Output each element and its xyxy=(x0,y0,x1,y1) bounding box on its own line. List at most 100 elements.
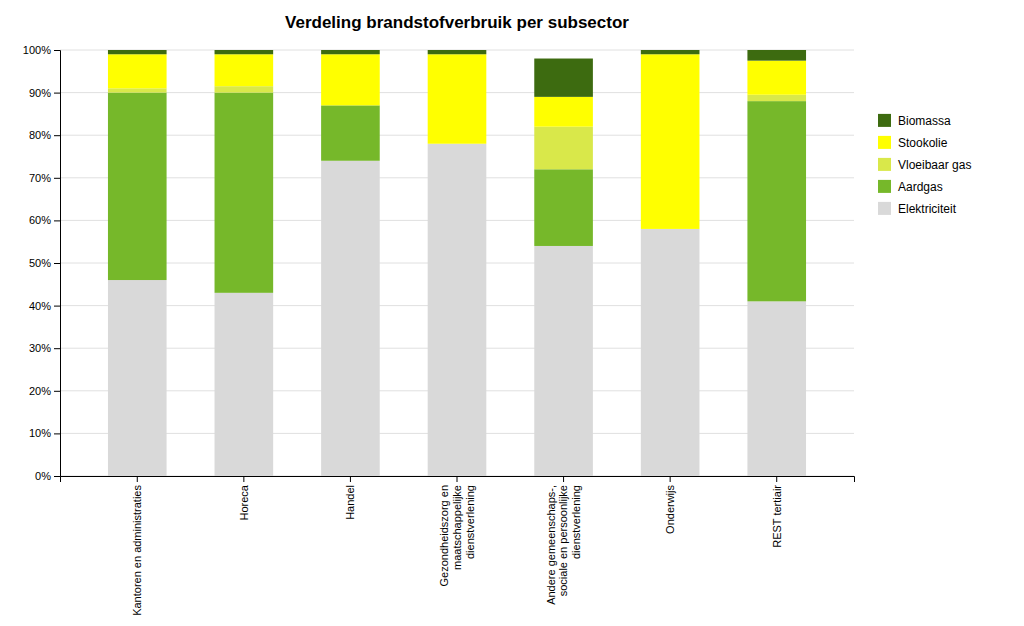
y-tick-mark xyxy=(54,476,60,477)
y-tick: 0% xyxy=(35,470,60,482)
series xyxy=(108,50,806,97)
x-tick-mark xyxy=(243,476,244,482)
x-tick-label-line: sociale en persoonlijke xyxy=(557,485,569,596)
y-tick: 20% xyxy=(29,385,60,397)
x-tick-mark xyxy=(137,476,138,482)
x-tick-mark xyxy=(350,476,351,482)
y-axis: 0% 10% 20% 30% 40% 50% 60% 70% 80% 90% 100% xyxy=(23,44,61,482)
series xyxy=(108,54,806,229)
legend: Biomassa Stookolie Vloeibaar gas Aardgas Ele… xyxy=(878,114,971,216)
legend-swatch xyxy=(878,202,891,215)
plot: 0% 10% 20% 30% 40% 50% 60% 70% 80% 90% 100% Kantore… xyxy=(23,44,855,616)
bar xyxy=(321,54,380,105)
y-tick-label: 60% xyxy=(29,214,51,226)
bar xyxy=(428,144,487,476)
y-tick-mark xyxy=(54,135,60,136)
bar xyxy=(641,229,700,476)
bar xyxy=(534,127,593,170)
x-tick-mark xyxy=(563,476,564,482)
title: Verdeling brandstofverbruik per subsecto… xyxy=(285,13,629,32)
y-tick: 10% xyxy=(29,427,60,439)
bar xyxy=(428,50,487,54)
legend-item: Aardgas xyxy=(878,180,943,194)
bar xyxy=(215,50,274,54)
x-tick-label-line: Kantoren en administraties xyxy=(131,485,143,616)
legend-swatch xyxy=(878,136,891,149)
legend-item: Biomassa xyxy=(878,114,951,128)
x-tick-label: Gezondheidszorg enmaatschappelijkedienst… xyxy=(438,485,475,587)
y-tick: 50% xyxy=(29,257,60,269)
x-tick: Andere gemeenschaps-,sociale en persoonl… xyxy=(545,476,582,605)
y-tick-label: 70% xyxy=(29,172,51,184)
bar xyxy=(108,93,167,280)
y-tick-mark xyxy=(54,306,60,307)
legend-swatch xyxy=(878,114,891,127)
y-tick: 40% xyxy=(29,300,60,312)
bar xyxy=(534,246,593,476)
y-axis-line xyxy=(54,51,61,477)
y-tick-mark xyxy=(54,220,60,221)
bar xyxy=(641,50,700,54)
chart: Verdeling brandstofverbruik per subsecto… xyxy=(0,0,1024,626)
y-tick: 80% xyxy=(29,129,60,141)
x-tick: Gezondheidszorg enmaatschappelijkedienst… xyxy=(438,476,475,587)
x-tick-label: Kantoren en administraties xyxy=(131,485,143,616)
bar xyxy=(747,50,806,61)
x-tick-label-line: dienstverlening xyxy=(570,485,582,559)
bar xyxy=(215,86,274,92)
bar xyxy=(641,54,700,229)
y-tick: 100% xyxy=(23,44,60,56)
bar xyxy=(108,50,167,54)
bar xyxy=(747,61,806,95)
y-tick-mark xyxy=(54,178,60,179)
y-tick-label: 10% xyxy=(29,427,51,439)
x-tick-label: REST tertiair xyxy=(771,485,783,548)
legend-label: Aardgas xyxy=(898,180,943,194)
bar xyxy=(428,54,487,143)
legend-label: Stookolie xyxy=(898,136,948,150)
bar xyxy=(108,88,167,92)
x-tick-mark xyxy=(670,476,671,482)
y-tick: 90% xyxy=(29,87,60,99)
x-tick-label-line: dienstverlening xyxy=(464,485,476,559)
x-tick-label-line: REST tertiair xyxy=(771,485,783,548)
bar xyxy=(534,59,593,97)
bar xyxy=(747,301,806,476)
y-tick-mark xyxy=(54,348,60,349)
bar xyxy=(321,105,380,160)
bar xyxy=(215,293,274,476)
bar xyxy=(321,50,380,54)
x-tick: Kantoren en administraties xyxy=(131,476,143,616)
x-tick-label-line: Gezondheidszorg en xyxy=(438,485,450,587)
bars xyxy=(108,50,806,476)
bar xyxy=(215,54,274,86)
y-tick-label: 40% xyxy=(29,300,51,312)
x-tick-label-line: Handel xyxy=(344,485,356,520)
legend-swatch xyxy=(878,180,891,193)
legend-item: Elektriciteit xyxy=(878,202,957,216)
series xyxy=(108,144,806,476)
bar xyxy=(108,54,167,88)
y-tick-label: 50% xyxy=(29,257,51,269)
y-tick-mark xyxy=(54,263,60,264)
x-tick: Handel xyxy=(344,476,356,520)
y-tick-mark xyxy=(54,93,60,94)
y-tick-label: 0% xyxy=(35,470,51,482)
x-tick: Horeca xyxy=(238,476,250,520)
bar xyxy=(747,101,806,301)
bar xyxy=(747,95,806,101)
y-tick: 30% xyxy=(29,342,60,354)
grid xyxy=(60,50,854,476)
x-tick: REST tertiair xyxy=(771,476,783,548)
legend-label: Vloeibaar gas xyxy=(898,158,971,172)
x-tick-mark xyxy=(776,476,777,482)
y-tick-label: 80% xyxy=(29,129,51,141)
x-tick: Onderwijs xyxy=(664,476,676,534)
x-tick-label: Horeca xyxy=(238,484,250,520)
legend-label: Elektriciteit xyxy=(898,202,957,216)
y-tick: 60% xyxy=(29,214,60,226)
x-tick-label: Onderwijs xyxy=(664,485,676,534)
x-tick-label-line: Onderwijs xyxy=(664,485,676,534)
x-tick-label: Andere gemeenschaps-,sociale en persoonl… xyxy=(545,485,582,605)
legend-label: Biomassa xyxy=(898,114,951,128)
